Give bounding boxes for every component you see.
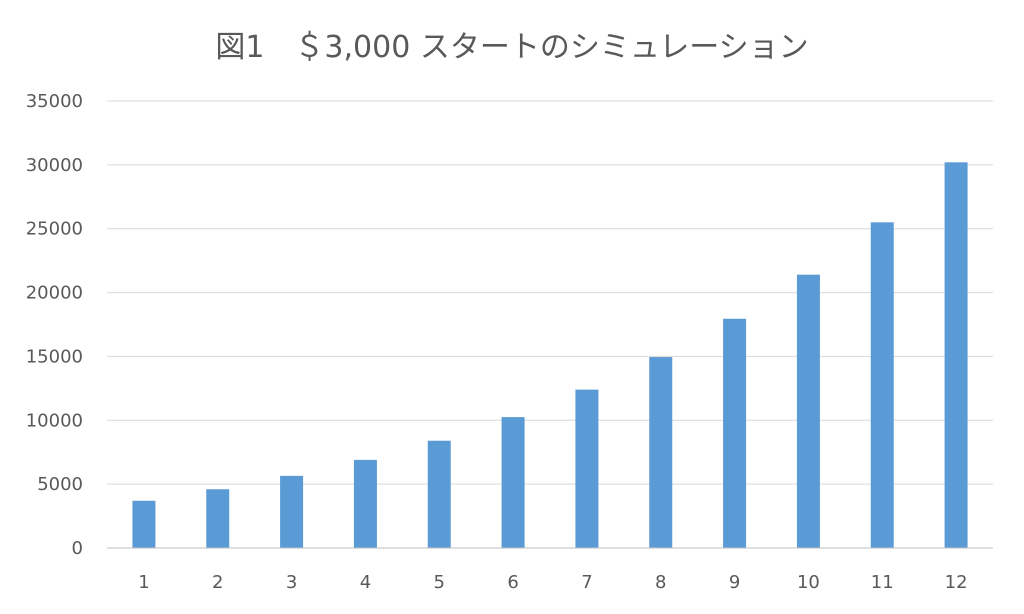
bar-9 bbox=[723, 318, 747, 548]
x-tick-label: 9 bbox=[729, 572, 740, 593]
y-tick-label: 0 bbox=[72, 538, 83, 559]
bar-8 bbox=[649, 357, 673, 548]
y-tick-label: 35000 bbox=[26, 91, 83, 112]
x-tick-label: 1 bbox=[138, 572, 149, 593]
bar-series bbox=[132, 162, 968, 549]
x-tick-label: 12 bbox=[945, 572, 968, 593]
bar-5 bbox=[427, 440, 451, 548]
bar-1 bbox=[132, 500, 156, 548]
y-axis-ticks: 0 5000 10000 15000 20000 25000 30000 35000 bbox=[26, 91, 83, 559]
y-tick-label: 25000 bbox=[26, 219, 83, 240]
x-tick-label: 3 bbox=[286, 572, 297, 593]
y-tick-label: 20000 bbox=[26, 283, 83, 304]
bar-4 bbox=[353, 459, 377, 548]
bar-7 bbox=[575, 389, 599, 548]
y-tick-label: 30000 bbox=[26, 155, 83, 176]
y-tick-label: 10000 bbox=[26, 410, 83, 431]
x-tick-label: 5 bbox=[434, 572, 445, 593]
x-tick-label: 11 bbox=[871, 572, 894, 593]
x-tick-label: 7 bbox=[581, 572, 592, 593]
x-tick-label: 10 bbox=[797, 572, 820, 593]
x-tick-label: 6 bbox=[507, 572, 518, 593]
x-tick-label: 2 bbox=[212, 572, 223, 593]
x-axis-ticks: 1 2 3 4 5 6 7 8 9 10 11 12 bbox=[138, 572, 967, 593]
chart-title: 図1 ＄3,000 スタートのシミュレーション bbox=[215, 30, 808, 65]
bar-2 bbox=[206, 489, 230, 548]
bar-11 bbox=[870, 222, 894, 549]
bar-6 bbox=[501, 417, 525, 548]
y-tick-label: 15000 bbox=[26, 346, 83, 367]
gridlines bbox=[107, 100, 993, 485]
x-tick-label: 8 bbox=[655, 572, 666, 593]
bar-12 bbox=[944, 162, 968, 548]
x-tick-label: 4 bbox=[360, 572, 371, 593]
bar-3 bbox=[280, 475, 304, 548]
bar-10 bbox=[796, 274, 820, 548]
y-tick-label: 5000 bbox=[37, 474, 83, 495]
